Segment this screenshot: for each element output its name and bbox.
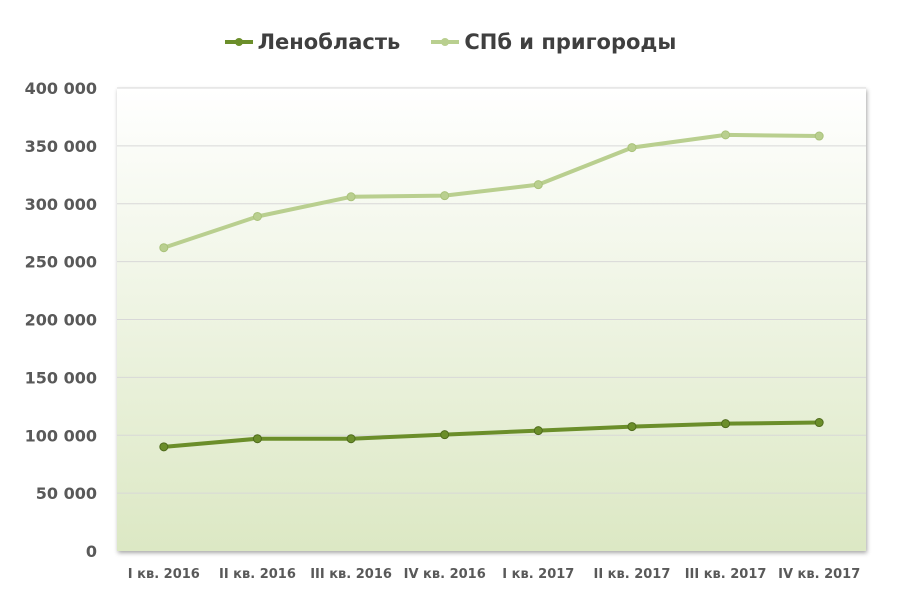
- data-point: [627, 143, 637, 153]
- data-point: [814, 418, 824, 428]
- x-tick-label: IV кв. 2017: [778, 567, 860, 582]
- legend-item-spb: СПб и пригороды: [430, 30, 676, 54]
- data-point: [440, 191, 450, 201]
- y-tick-label: 400 000: [25, 79, 97, 98]
- y-tick-label: 50 000: [36, 484, 97, 503]
- legend-marker-lenoblast-icon: [224, 38, 253, 46]
- data-point: [814, 131, 824, 141]
- data-point: [252, 211, 262, 221]
- legend-label-spb: СПб и пригороды: [464, 30, 677, 54]
- x-tick-label: I кв. 2016: [128, 567, 200, 582]
- data-point: [159, 243, 169, 253]
- y-tick-label: 0: [86, 542, 97, 561]
- series-line-1: [161, 132, 822, 250]
- x-axis-ticks: I кв. 2016 II кв. 2016 III кв. 2016 IV кв. …: [128, 567, 860, 582]
- data-point: [721, 130, 731, 140]
- data-point: [346, 192, 356, 202]
- data-point: [159, 442, 169, 452]
- grid-lines: [117, 87, 866, 494]
- y-tick-label: 300 000: [25, 195, 97, 214]
- series-line-0: [161, 420, 822, 449]
- x-tick-label: II кв. 2017: [593, 567, 670, 582]
- series-lines: [159, 130, 824, 452]
- x-tick-label: IV кв. 2016: [404, 567, 486, 582]
- data-point: [721, 419, 731, 429]
- data-point: [440, 430, 450, 440]
- data-point: [533, 180, 543, 190]
- legend: Ленобласть СПб и пригороды: [0, 30, 900, 54]
- data-point: [627, 422, 637, 432]
- y-tick-label: 200 000: [25, 311, 97, 330]
- y-tick-label: 100 000: [25, 426, 97, 445]
- x-tick-label: III кв. 2016: [310, 567, 392, 582]
- legend-marker-spb-icon: [431, 38, 460, 46]
- y-tick-label: 150 000: [25, 368, 97, 387]
- data-point: [533, 426, 543, 436]
- y-tick-label: 350 000: [25, 137, 97, 156]
- data-point: [346, 434, 356, 444]
- x-tick-label: II кв. 2016: [219, 567, 296, 582]
- x-tick-label: III кв. 2017: [685, 567, 767, 582]
- legend-item-lenoblast: Ленобласть: [224, 30, 401, 54]
- legend-label-lenoblast: Ленобласть: [257, 30, 401, 54]
- y-tick-label: 250 000: [25, 253, 97, 272]
- x-tick-label: I кв. 2017: [502, 567, 574, 582]
- y-axis-ticks: 0 50 000 100 000 150 000 200 000 250 000 300 0…: [25, 79, 97, 561]
- data-point: [252, 434, 262, 444]
